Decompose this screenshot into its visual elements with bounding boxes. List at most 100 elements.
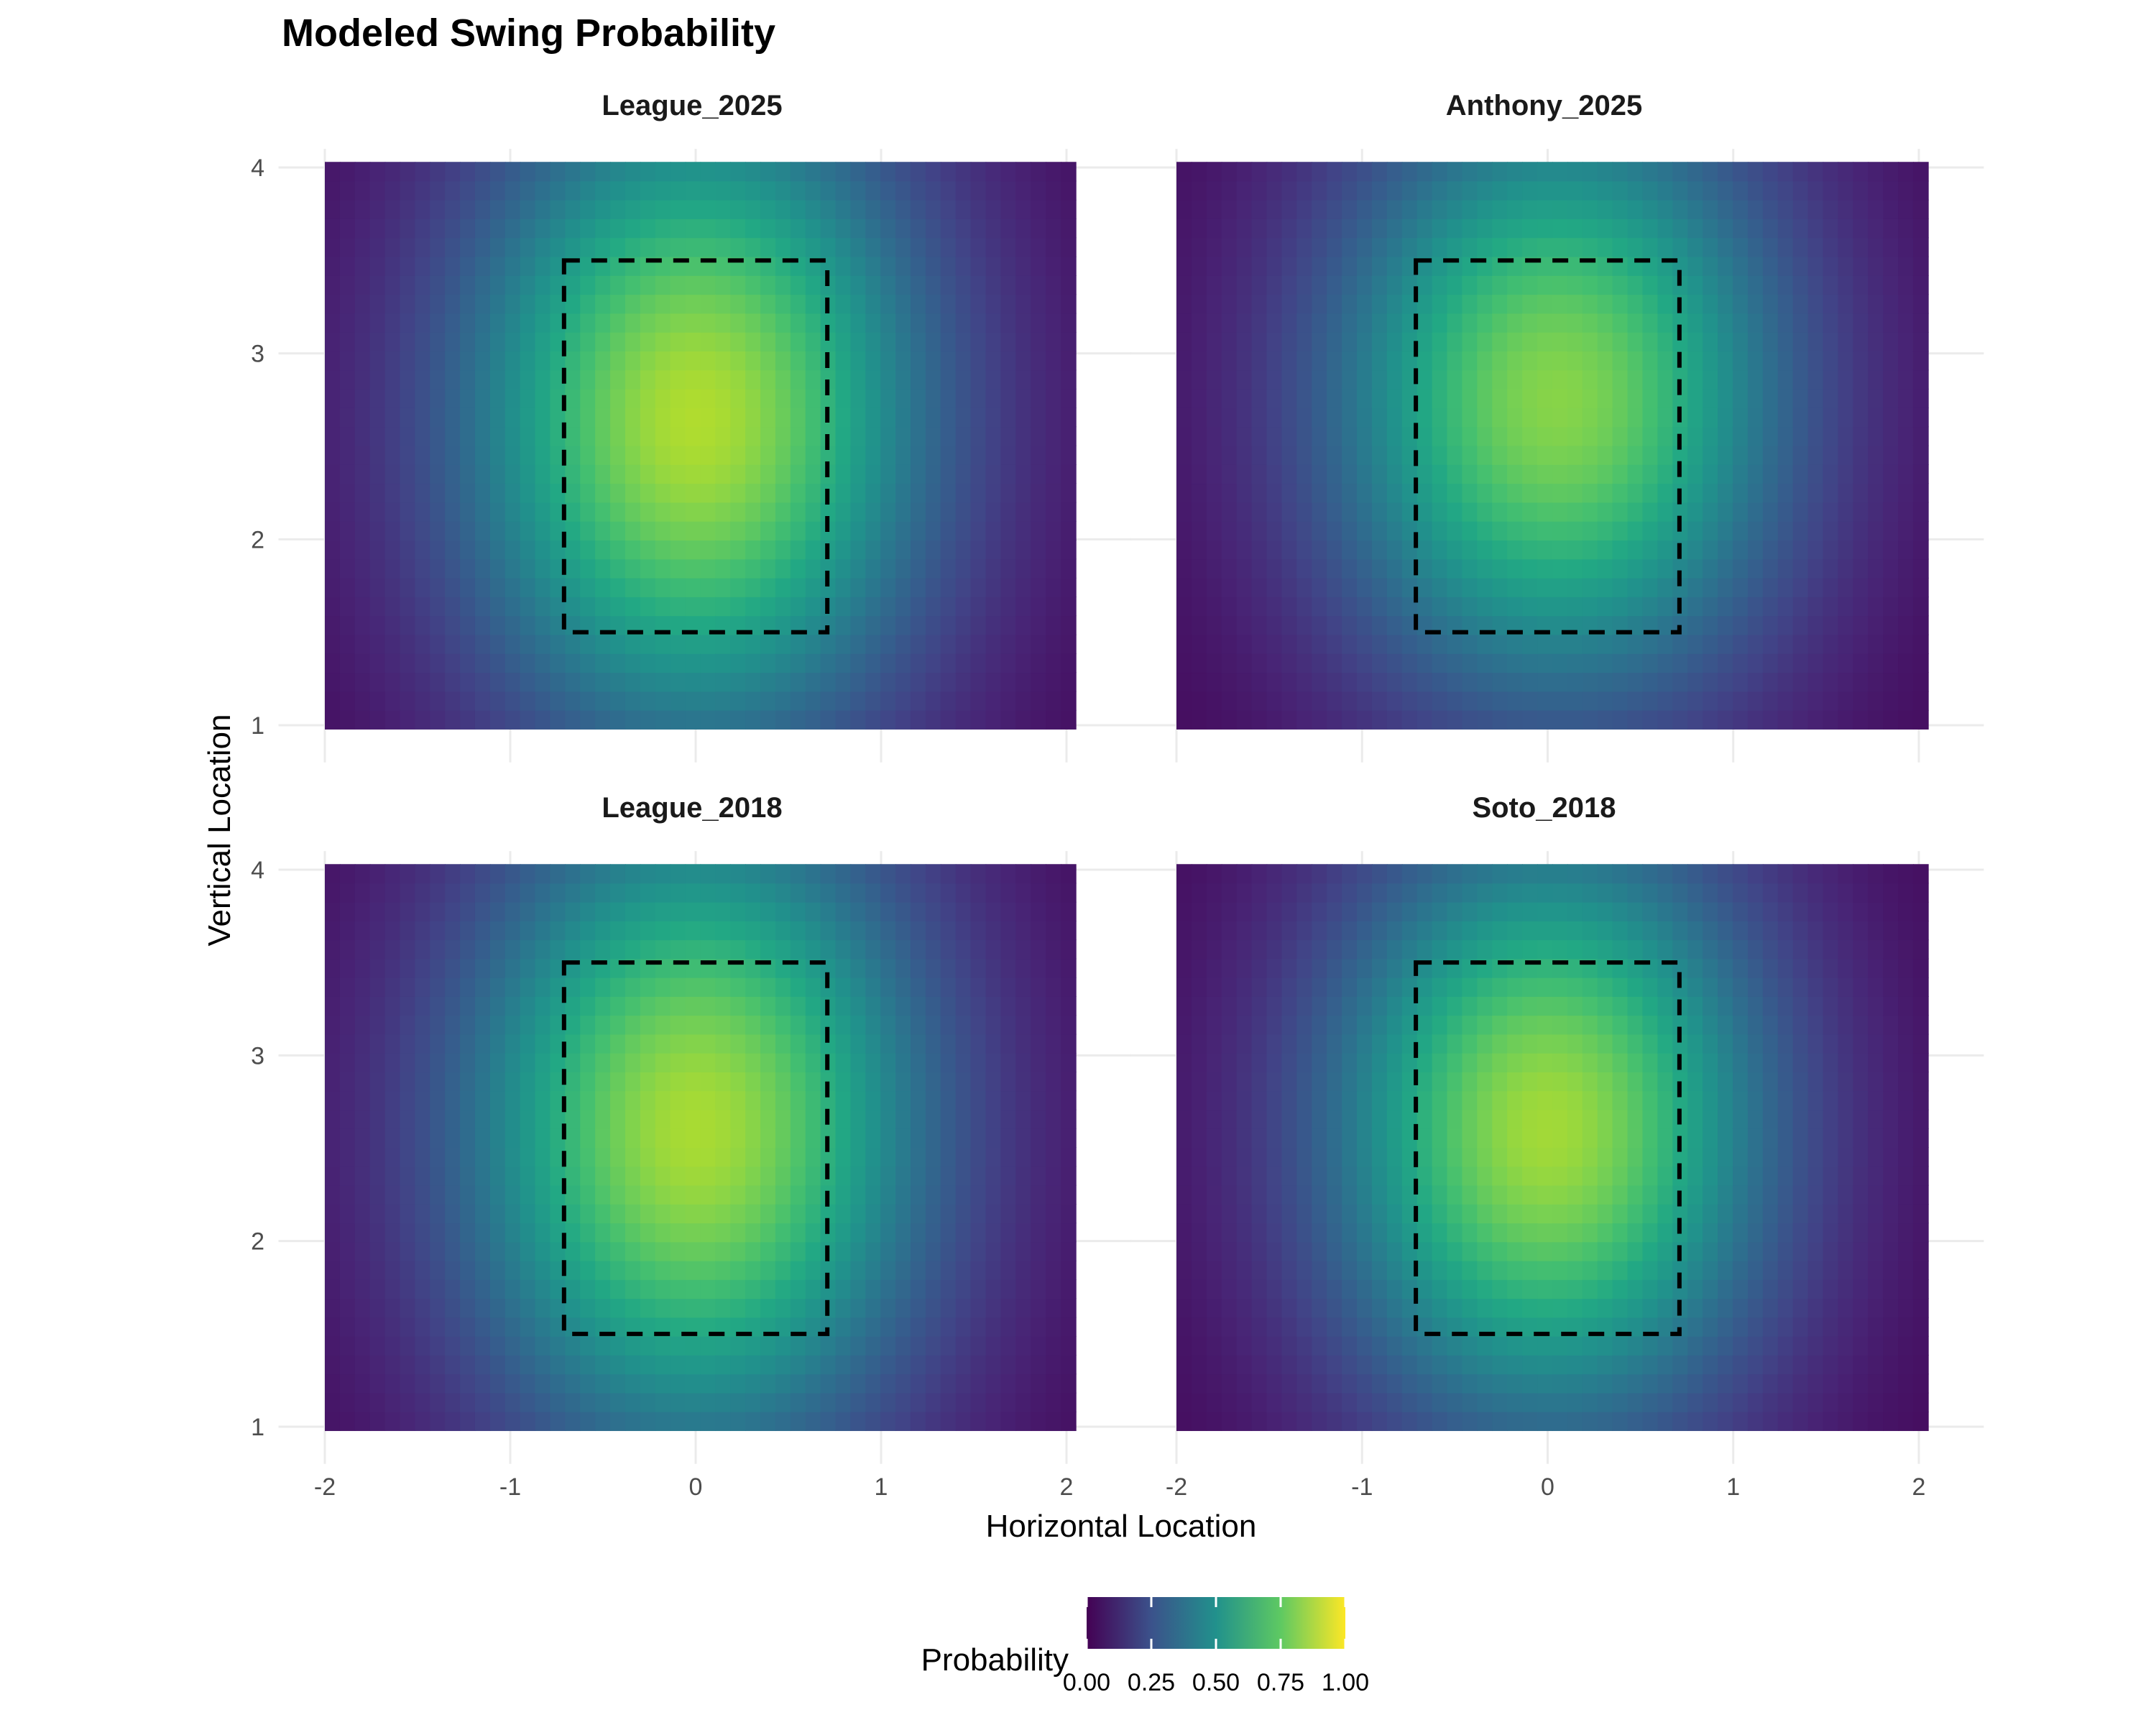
heatmap-tile [1492, 275, 1508, 295]
heatmap-tile [715, 1411, 732, 1431]
heatmap-tile [1312, 351, 1327, 371]
heatmap-tile [1251, 351, 1268, 371]
heatmap-tile [685, 1072, 701, 1092]
heatmap-tile [1703, 464, 1718, 484]
heatmap-tile [400, 294, 416, 314]
heatmap-tile [640, 709, 656, 730]
heatmap-tile [745, 237, 761, 257]
heatmap-tile [474, 483, 491, 503]
heatmap-tile [1777, 369, 1794, 390]
heatmap-tile [745, 672, 761, 692]
heatmap-tile [474, 331, 491, 352]
heatmap-tile [489, 615, 506, 635]
heatmap-tile [730, 369, 746, 390]
heatmap-tile [1642, 597, 1659, 617]
heatmap-tile [1281, 1298, 1298, 1318]
heatmap-tile [1251, 1034, 1268, 1054]
heatmap-tile [655, 1147, 671, 1167]
heatmap-tile [805, 426, 821, 446]
heatmap-tile [400, 1392, 416, 1412]
heatmap-tile [1327, 634, 1342, 654]
heatmap-tile [775, 1109, 791, 1129]
heatmap-tile [384, 1109, 401, 1129]
heatmap-tile [1672, 558, 1689, 579]
heatmap-tile [1868, 294, 1884, 314]
heatmap-tile [1386, 1279, 1403, 1300]
heatmap-tile [474, 996, 491, 1016]
heatmap-tile [940, 445, 957, 465]
heatmap-tile [970, 313, 987, 333]
heatmap-tile [670, 351, 686, 371]
heatmap-tile [1898, 502, 1914, 522]
heatmap-tile [1281, 653, 1298, 673]
heatmap-tile [1266, 1072, 1283, 1092]
heatmap-tile [1853, 672, 1869, 692]
heatmap-tile [850, 1392, 867, 1412]
heatmap-tile [1567, 388, 1583, 408]
heatmap-tile [790, 634, 806, 654]
heatmap-tile [1672, 445, 1689, 465]
heatmap-tile [1777, 218, 1794, 239]
heatmap-tile [1236, 256, 1253, 276]
heatmap-tile [489, 275, 506, 295]
heatmap-tile [655, 597, 671, 617]
heatmap-tile [1792, 577, 1809, 597]
heatmap-tile [1000, 1223, 1017, 1243]
heatmap-tile [1912, 199, 1929, 219]
heatmap-tile [565, 1392, 581, 1412]
heatmap-tile [745, 1355, 761, 1375]
heatmap-tile [835, 558, 852, 579]
heatmap-tile [1627, 653, 1644, 673]
heatmap-tile [505, 558, 521, 579]
heatmap-tile [1000, 709, 1017, 730]
heatmap-tile [955, 597, 972, 617]
heatmap-tile [1657, 577, 1674, 597]
heatmap-tile [1642, 408, 1659, 428]
heatmap-tile [955, 1298, 972, 1318]
heatmap-tile [1718, 275, 1733, 295]
heatmap-tile [1912, 369, 1929, 390]
heatmap-tile [1747, 709, 1764, 730]
heatmap-tile [1327, 388, 1342, 408]
heatmap-tile [1000, 1374, 1017, 1394]
heatmap-tile [1000, 408, 1017, 428]
heatmap-tile [445, 1147, 461, 1167]
heatmap-tile [415, 502, 431, 522]
heatmap-tile [1477, 558, 1493, 579]
heatmap-tile [445, 1109, 461, 1129]
heatmap-tile [775, 864, 791, 884]
heatmap-tile [775, 294, 791, 314]
heatmap-tile [685, 445, 701, 465]
heatmap-tile [1281, 901, 1298, 921]
heatmap-tile [460, 369, 476, 390]
heatmap-tile [1357, 294, 1373, 314]
heatmap-tile [1266, 313, 1283, 333]
heatmap-tile [1432, 294, 1448, 314]
heatmap-tile [415, 939, 431, 960]
heatmap-tile [1357, 1109, 1373, 1129]
heatmap-tile [1597, 520, 1613, 540]
heatmap-tile [1522, 408, 1538, 428]
heatmap-tile [1371, 369, 1388, 390]
heatmap-tile [955, 1335, 972, 1356]
heatmap-tile [940, 199, 957, 219]
heatmap-tile [625, 369, 641, 390]
heatmap-tile [850, 1166, 867, 1186]
heatmap-tile [1432, 180, 1448, 201]
heatmap-tile [911, 388, 926, 408]
heatmap-tile [670, 921, 686, 941]
heatmap-tile [1236, 1241, 1253, 1261]
heatmap-tile [400, 218, 416, 239]
heatmap-tile [1327, 1317, 1342, 1337]
heatmap-tile [1432, 540, 1448, 560]
heatmap-tile [474, 369, 491, 390]
heatmap-tile [1327, 1298, 1342, 1318]
heatmap-tile [1251, 1015, 1268, 1035]
heatmap-tile [760, 426, 776, 446]
heatmap-tile [474, 1411, 491, 1431]
heatmap-tile [1221, 1052, 1238, 1072]
heatmap-tile [1031, 1411, 1046, 1431]
heatmap-tile [835, 369, 852, 390]
heatmap-tile [565, 1374, 581, 1394]
heatmap-tile [880, 1166, 896, 1186]
